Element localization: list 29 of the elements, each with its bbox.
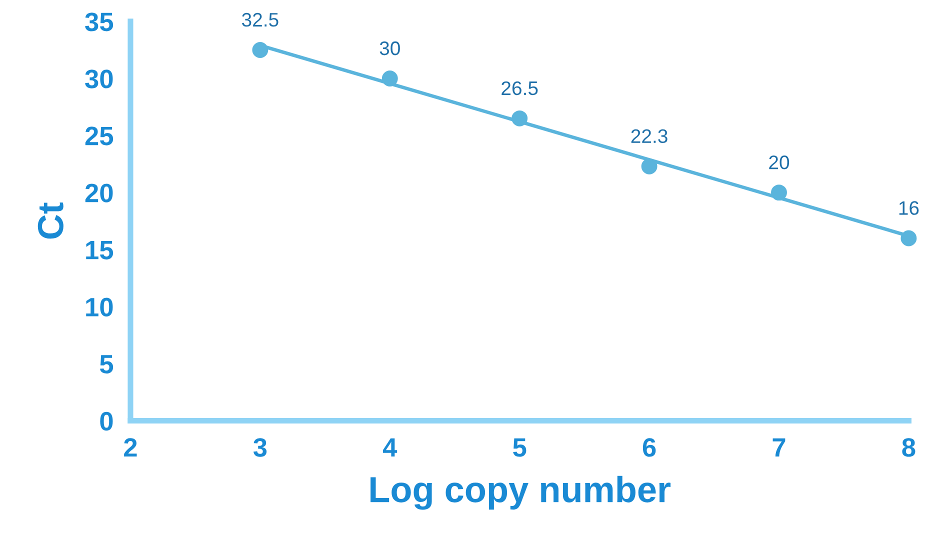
- y-tick-label: 10: [86, 298, 113, 316]
- point: [512, 110, 528, 126]
- y-tick-label: 15: [86, 241, 114, 260]
- y-tick-label: 0: [100, 412, 113, 431]
- x-tick-label: 3: [253, 438, 267, 457]
- y-axis-title: Ct: [38, 202, 64, 239]
- data-label: 26.5: [502, 81, 538, 96]
- x-axis-title: Log copy number: [370, 476, 671, 510]
- x-tick-label: 6: [642, 438, 656, 457]
- point: [382, 70, 398, 86]
- x-tick-label: 4: [382, 438, 398, 457]
- point: [641, 158, 658, 174]
- data-label: 20: [769, 156, 790, 170]
- x-tick-label: 7: [772, 438, 786, 457]
- y-tick-label: 25: [85, 126, 114, 146]
- x-tick-label: 2: [124, 438, 137, 457]
- data-label: 22.3: [631, 129, 668, 144]
- point: [771, 184, 787, 201]
- y-tick-label: 20: [85, 184, 113, 202]
- point: [252, 42, 268, 58]
- point: [900, 230, 917, 246]
- data-label: 32.5: [242, 12, 278, 27]
- data-label: 16: [899, 201, 919, 215]
- y-tick-label: 35: [85, 12, 114, 32]
- y-tick-label: 5: [100, 355, 114, 374]
- x-tick-label: 8: [902, 438, 916, 457]
- x-tick-label: 5: [513, 438, 526, 457]
- y-tick-label: 30: [85, 70, 113, 88]
- data-label: 30: [380, 41, 400, 56]
